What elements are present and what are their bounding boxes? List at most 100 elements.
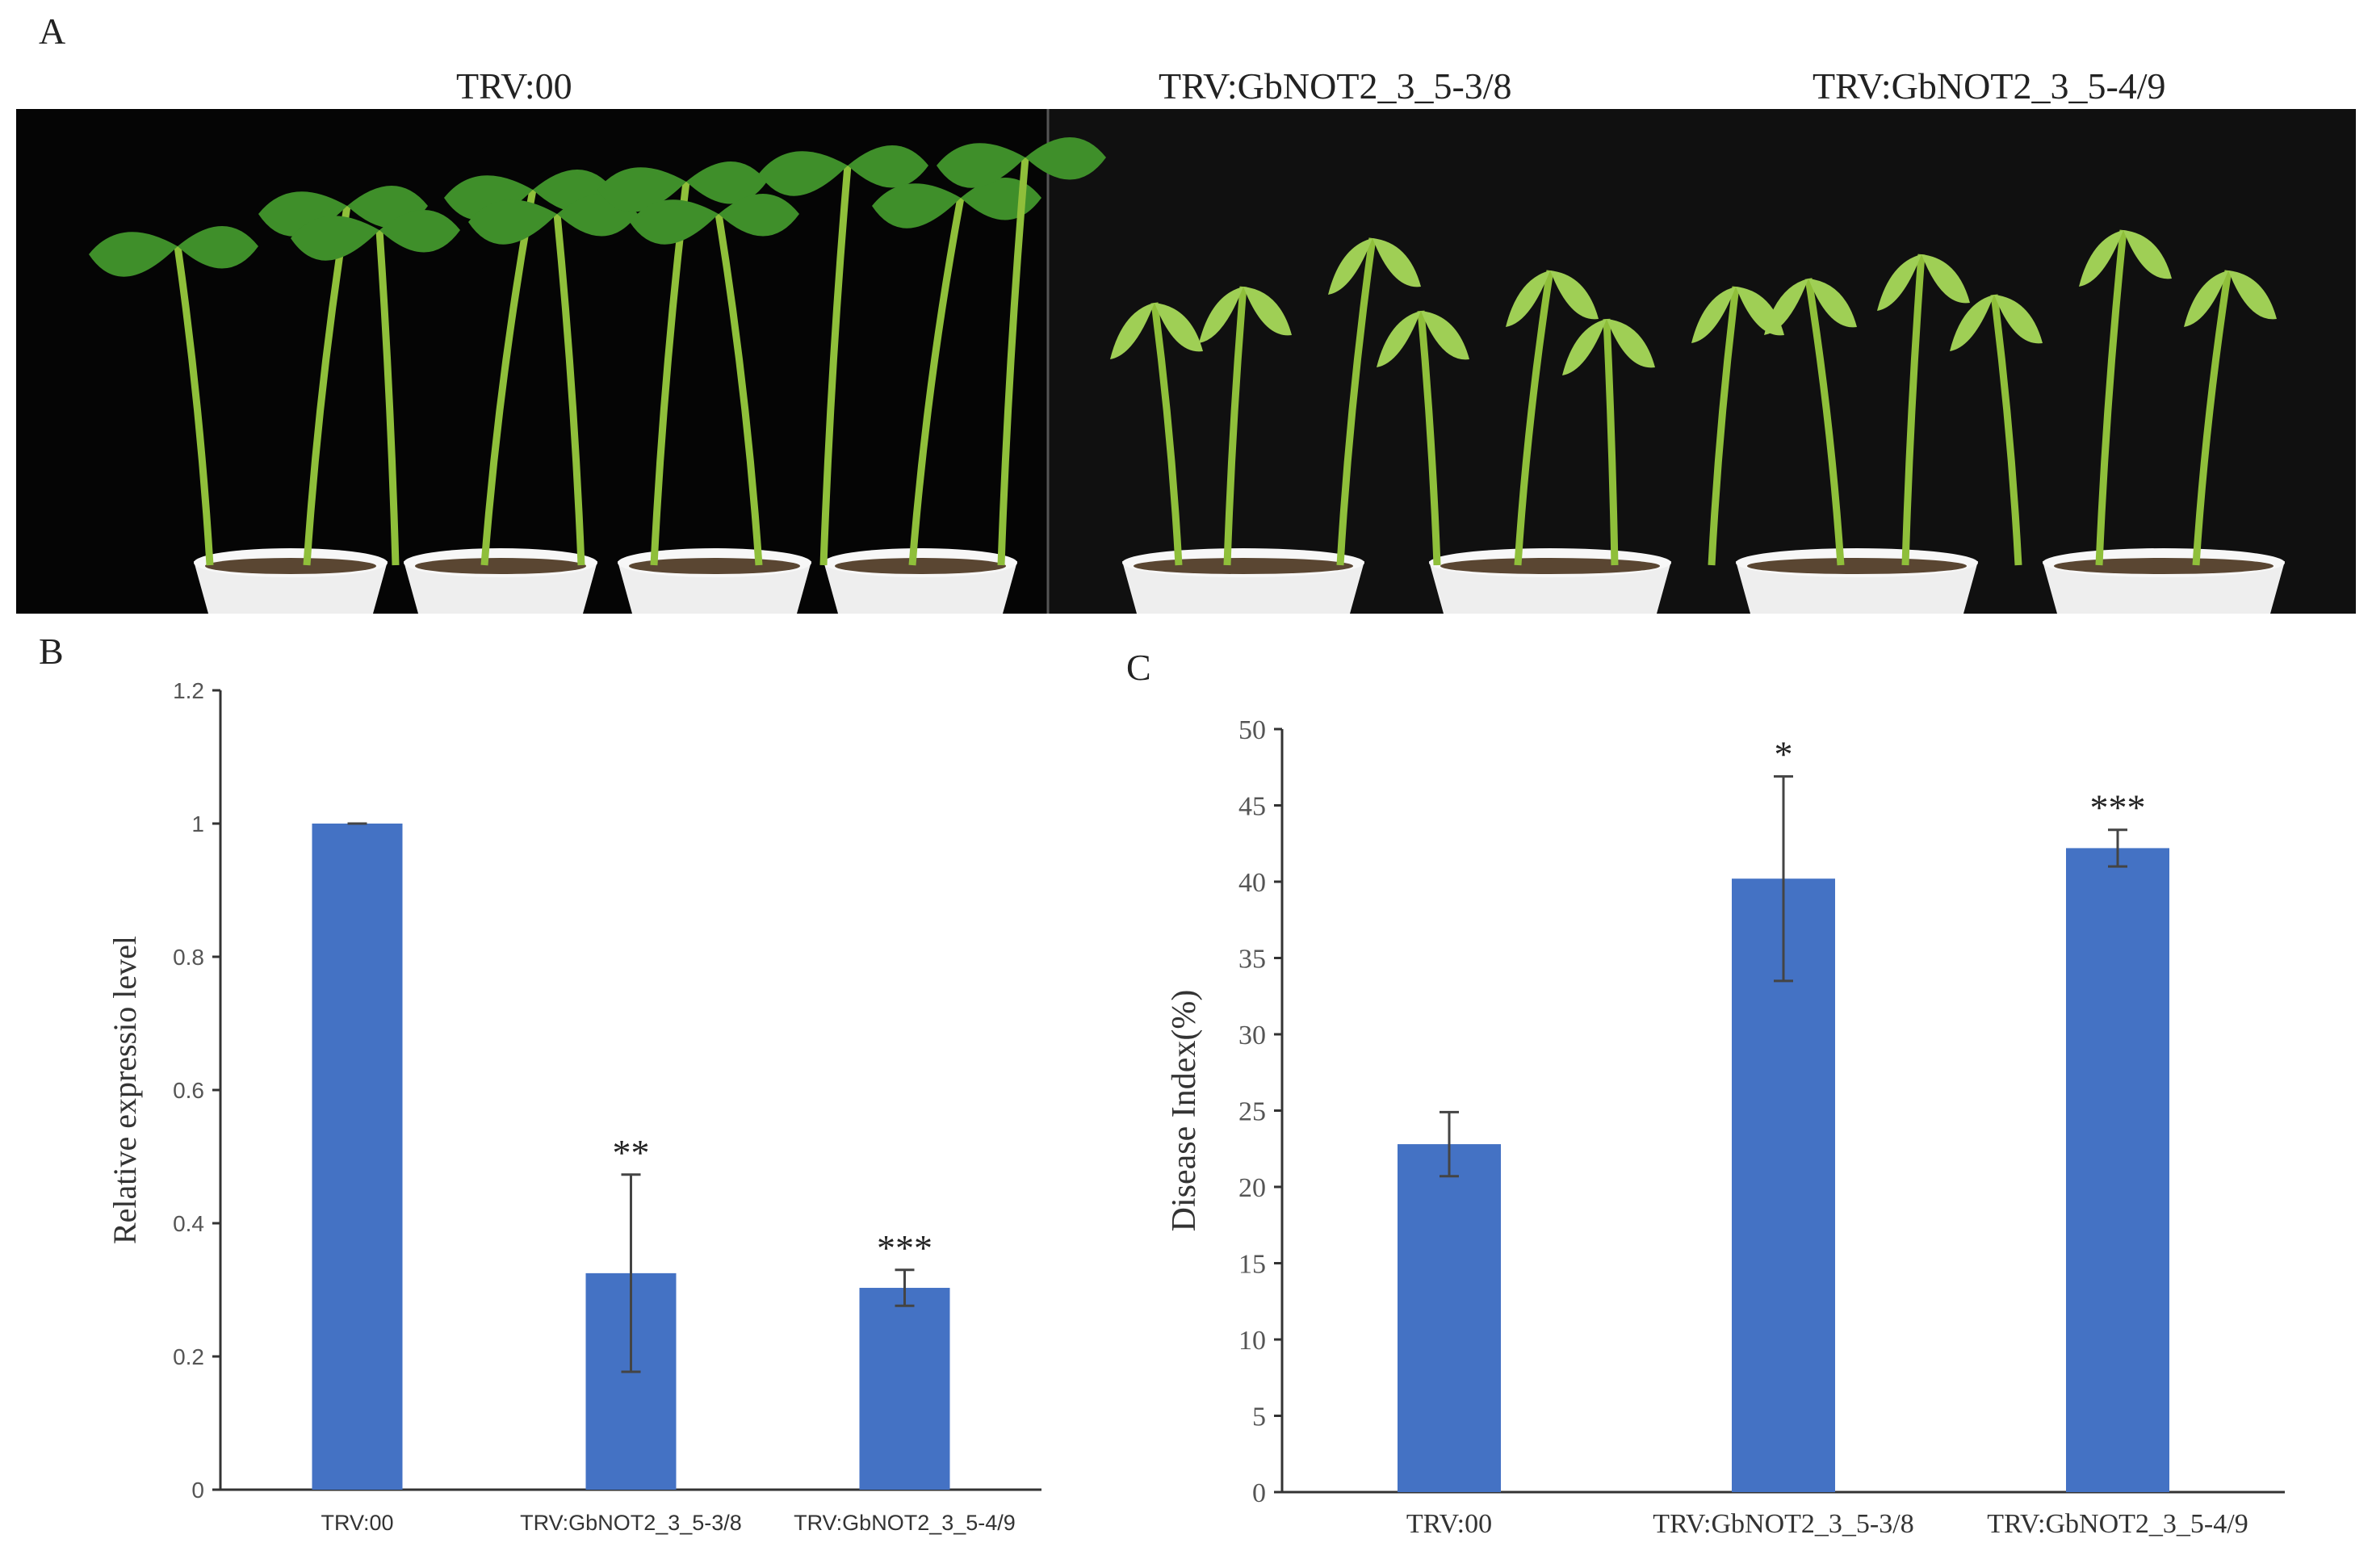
wilted-leaf [1110,303,1155,359]
stem [1223,286,1247,566]
x-tick-label: TRV:GbNOT2_3_5-4/9 [1987,1509,2248,1539]
significance-label: * [1775,734,1793,775]
panel-letter-b: B [39,631,64,672]
significance-label: *** [2090,787,2146,828]
y-tick-label: 50 [1238,715,1266,745]
leaf [630,199,719,245]
wilted-leaf [1921,254,1970,304]
leaf [597,167,686,212]
stem [2095,229,2127,566]
wilted-leaf [1562,319,1607,375]
stem [715,213,763,566]
wilted-leaf [2184,270,2228,327]
y-tick-label: 40 [1238,868,1266,898]
x-tick-label: TRV:00 [1406,1509,1492,1539]
leaf [444,175,533,220]
wilted-leaf [1243,287,1292,336]
stem [997,157,1029,566]
y-tick-label: 0.6 [173,1078,204,1103]
y-tick-label: 35 [1238,944,1266,974]
y-tick-label: 0 [191,1478,204,1503]
stem [375,229,400,566]
significance-label: *** [877,1227,932,1268]
wilted-leaf [1950,295,1994,351]
stem [174,245,214,566]
y-tick-label: 5 [1252,1402,1266,1432]
stem [1901,254,1926,566]
y-tick-label: 15 [1238,1249,1266,1279]
stem [819,165,852,566]
wilted-leaf [2079,230,2123,287]
expression-bar-chart: 0 0.2 0.4 0.6 0.8 1 1.2 Relative expressio leve… [107,678,1041,1535]
leaf [759,151,848,196]
soil [1747,558,1967,574]
bar [859,1288,950,1490]
photo-label-vigs-3-8: TRV:GbNOT2_3_5-3/8 [1159,65,1512,107]
stem [553,213,585,566]
x-tick-label: TRV:GbNOT2_3_5-3/8 [520,1511,742,1535]
panel-letter-c: C [1126,647,1151,688]
y-axis-label: Disease Index(%) [1166,990,1203,1232]
x-tick-label: TRV:GbNOT2_3_5-4/9 [794,1511,1016,1535]
photo-label-control: TRV:00 [456,65,572,107]
soil [835,558,1006,574]
soil [205,558,376,574]
wilted-leaf [1994,295,2043,344]
y-tick-label: 45 [1238,791,1266,821]
stem [480,189,537,566]
leaf [937,143,1025,188]
wilted-leaf [1808,279,1857,328]
stem [1336,237,1377,566]
wilted-leaf [1372,238,1421,287]
stem [1603,318,1619,566]
leaf [258,191,347,237]
soil [1134,558,1353,574]
stem [1708,286,1740,566]
y-tick-label: 10 [1238,1326,1266,1356]
x-tick-label: TRV:GbNOT2_3_5-3/8 [1653,1509,1913,1539]
significance-label: ** [613,1132,650,1173]
leaf [1025,137,1106,180]
bar [312,824,403,1490]
leaf [178,226,258,269]
y-tick-label: 0.2 [173,1344,204,1369]
stem [2192,270,2232,566]
y-axis-label: Relative expressio level [107,936,143,1244]
leaf [872,183,961,228]
leaf [686,161,767,204]
stem [1150,302,1183,566]
soil [1440,558,1660,574]
wilted-leaf [1199,287,1243,343]
wilted-leaf [1155,303,1203,352]
wilted-leaf [1764,279,1808,335]
wilted-leaf [2123,230,2172,279]
bar [2066,848,2169,1492]
soil [415,558,586,574]
wilted-leaf [1691,287,1736,343]
soil [2054,558,2274,574]
leaf [719,194,799,237]
x-tick-label: TRV:00 [321,1511,393,1535]
leaf [379,210,460,253]
panel-letter-a: A [39,10,66,52]
wilted-leaf [1328,238,1372,295]
wilted-leaf [1550,270,1599,320]
stem [1990,294,2022,566]
leaf [468,199,557,245]
y-tick-label: 0.4 [173,1211,204,1236]
stem [1417,310,1441,566]
leaf [848,145,928,188]
photo-label-vigs-4-9: TRV:GbNOT2_3_5-4/9 [1813,65,2166,107]
plant-phenotype-photo [16,109,2356,614]
stem [908,197,965,566]
y-tick-label: 25 [1238,1096,1266,1126]
y-tick-label: 0 [1252,1478,1266,1508]
wilted-leaf [1607,319,1655,368]
wilted-leaf [2228,270,2277,320]
disease-index-bar-chart: 0 5 10 15 20 25 30 35 40 45 50 Disease Index(%) TRV:… [1166,715,2285,1539]
stem [1514,270,1554,566]
wilted-leaf [1506,270,1550,327]
wilted-leaf [1877,254,1921,311]
y-tick-label: 30 [1238,1021,1266,1050]
y-tick-label: 1.2 [173,678,204,703]
